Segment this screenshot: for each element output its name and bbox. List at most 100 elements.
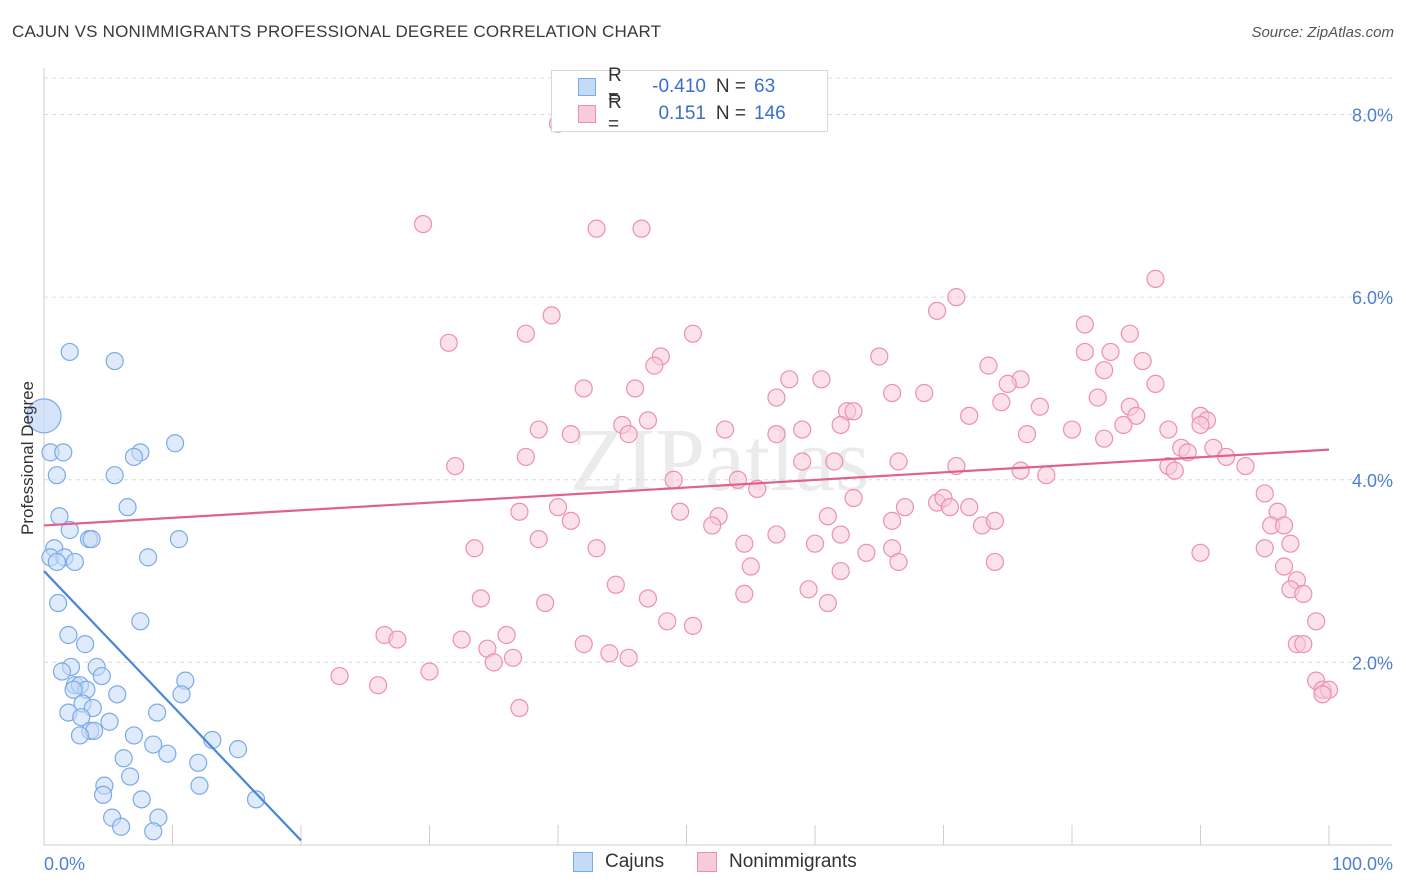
data-point[interactable]: [1120, 324, 1139, 343]
data-point[interactable]: [831, 525, 850, 544]
data-point[interactable]: [1281, 534, 1300, 553]
data-point[interactable]: [895, 498, 915, 517]
data-point[interactable]: [767, 388, 786, 407]
data-point[interactable]: [664, 470, 683, 489]
data-point[interactable]: [120, 767, 140, 786]
data-point[interactable]: [619, 425, 638, 444]
data-point[interactable]: [114, 749, 133, 768]
data-point[interactable]: [54, 443, 73, 462]
data-point[interactable]: [857, 543, 876, 562]
data-point[interactable]: [72, 708, 91, 727]
data-point[interactable]: [619, 648, 638, 667]
data-point[interactable]: [1030, 397, 1049, 416]
data-point[interactable]: [47, 466, 66, 485]
data-point[interactable]: [189, 753, 208, 772]
data-point[interactable]: [172, 685, 191, 704]
data-point[interactable]: [870, 347, 889, 366]
data-point[interactable]: [111, 817, 131, 836]
data-point[interactable]: [915, 383, 934, 403]
data-point[interactable]: [1274, 557, 1294, 576]
legend-item-nonimmigrants[interactable]: Nonimmigrants: [697, 851, 857, 873]
data-point[interactable]: [741, 557, 760, 576]
data-point[interactable]: [793, 452, 812, 471]
data-point[interactable]: [165, 434, 185, 453]
data-point[interactable]: [831, 561, 850, 581]
data-point[interactable]: [960, 406, 979, 425]
data-point[interactable]: [735, 534, 754, 553]
legend-item-cajuns[interactable]: Cajuns: [573, 851, 664, 873]
data-point[interactable]: [1088, 388, 1107, 407]
data-point[interactable]: [1127, 406, 1146, 425]
data-point[interactable]: [49, 593, 68, 613]
data-point[interactable]: [144, 735, 163, 754]
data-point[interactable]: [574, 635, 593, 654]
data-point[interactable]: [100, 712, 119, 731]
data-point[interactable]: [658, 612, 677, 631]
data-point[interactable]: [1294, 635, 1313, 654]
data-point[interactable]: [574, 379, 593, 398]
data-point[interactable]: [59, 625, 78, 645]
data-point[interactable]: [703, 516, 722, 535]
data-point[interactable]: [1294, 584, 1313, 603]
data-point[interactable]: [105, 466, 124, 485]
data-point[interactable]: [26, 398, 62, 434]
data-point[interactable]: [960, 498, 979, 517]
data-point[interactable]: [998, 374, 1017, 393]
data-point[interactable]: [818, 593, 837, 613]
data-point[interactable]: [471, 589, 490, 608]
data-point[interactable]: [439, 333, 458, 352]
data-point[interactable]: [330, 666, 349, 686]
data-point[interactable]: [132, 790, 151, 809]
data-point[interactable]: [587, 219, 606, 238]
data-point[interactable]: [413, 214, 433, 234]
data-point[interactable]: [420, 662, 439, 681]
data-point[interactable]: [1101, 342, 1120, 362]
data-point[interactable]: [1191, 543, 1210, 562]
data-point[interactable]: [1236, 456, 1255, 476]
data-point[interactable]: [587, 539, 606, 558]
data-point[interactable]: [844, 402, 863, 421]
data-point[interactable]: [985, 511, 1005, 530]
data-point[interactable]: [927, 301, 947, 320]
data-point[interactable]: [825, 452, 844, 471]
data-point[interactable]: [638, 411, 658, 430]
data-point[interactable]: [889, 452, 908, 471]
data-point[interactable]: [542, 306, 561, 325]
data-point[interactable]: [1075, 342, 1094, 362]
data-point[interactable]: [625, 379, 645, 398]
data-point[interactable]: [606, 575, 625, 594]
data-point[interactable]: [1146, 374, 1165, 393]
data-point[interactable]: [1011, 461, 1030, 480]
data-point[interactable]: [882, 511, 902, 530]
data-point[interactable]: [818, 507, 837, 526]
data-point[interactable]: [65, 552, 84, 572]
data-point[interactable]: [158, 744, 177, 763]
data-point[interactable]: [446, 456, 465, 476]
data-point[interactable]: [985, 552, 1005, 572]
data-point[interactable]: [1095, 429, 1114, 448]
data-point[interactable]: [516, 324, 535, 343]
data-point[interactable]: [76, 635, 95, 654]
data-point[interactable]: [510, 698, 529, 718]
data-point[interactable]: [228, 740, 248, 759]
data-point[interactable]: [144, 822, 163, 841]
data-point[interactable]: [147, 703, 167, 722]
data-point[interactable]: [70, 726, 90, 745]
data-point[interactable]: [82, 530, 101, 549]
data-point[interactable]: [844, 488, 863, 508]
data-point[interactable]: [1037, 466, 1056, 485]
data-point[interactable]: [1307, 612, 1326, 631]
data-point[interactable]: [1274, 516, 1294, 535]
data-point[interactable]: [793, 420, 812, 439]
data-point[interactable]: [510, 502, 529, 521]
data-point[interactable]: [1159, 420, 1178, 439]
data-point[interactable]: [645, 356, 664, 375]
data-point[interactable]: [118, 498, 137, 517]
data-point[interactable]: [767, 425, 786, 444]
data-point[interactable]: [536, 593, 555, 613]
data-point[interactable]: [529, 530, 548, 549]
data-point[interactable]: [561, 511, 580, 530]
data-point[interactable]: [799, 580, 818, 599]
data-point[interactable]: [1255, 484, 1274, 503]
data-point[interactable]: [947, 288, 966, 307]
